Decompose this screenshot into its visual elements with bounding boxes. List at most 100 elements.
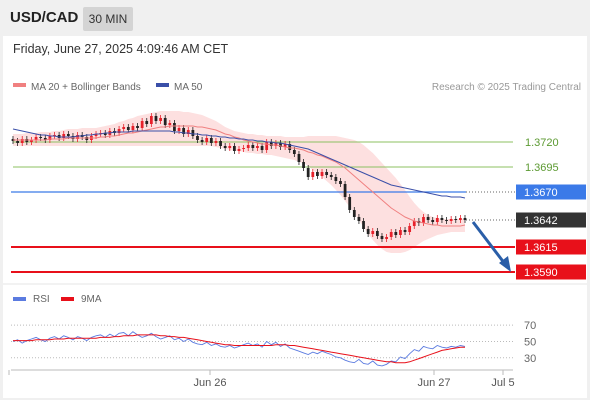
candle-body <box>343 184 347 197</box>
candle-body <box>214 141 218 143</box>
candle-body <box>186 130 190 134</box>
ma20-line <box>13 125 466 227</box>
candle-body <box>205 138 209 142</box>
candle-body <box>394 232 398 235</box>
candle-body <box>62 134 66 138</box>
rsi-level-label: 30 <box>524 353 536 365</box>
candle-body <box>177 128 181 131</box>
candle-body <box>39 137 43 138</box>
candle-body <box>76 135 79 139</box>
candle-body <box>431 220 435 222</box>
candle-body <box>269 142 273 146</box>
candle-body <box>316 172 319 176</box>
candle-body <box>422 217 425 223</box>
x-axis-label: Jul 5 <box>491 377 514 389</box>
candle-body <box>196 136 199 140</box>
candle-body <box>385 237 388 239</box>
candle-body <box>66 134 70 136</box>
support-price-tag <box>516 264 586 280</box>
candle-body <box>325 172 329 175</box>
candle-body <box>154 116 158 121</box>
current-price-tag <box>516 212 586 228</box>
forecast-arrow-head <box>499 256 511 272</box>
symbol-title: USD/CAD <box>10 9 79 26</box>
candle-body <box>459 218 462 220</box>
credit-text: Research © 2025 Trading Central <box>432 82 581 93</box>
candle-body <box>435 218 439 222</box>
candle-body <box>283 144 287 147</box>
candle-body <box>200 140 204 142</box>
candle-body <box>426 217 430 220</box>
rsi-legend-swatch <box>13 297 26 301</box>
candle-body <box>366 229 370 234</box>
timeframe-badge[interactable]: 30 MIN <box>83 7 133 31</box>
x-axis-label: Jun 26 <box>193 377 226 389</box>
rsi-legend-label: RSI <box>33 294 50 305</box>
candle-body <box>454 219 458 220</box>
candle-body <box>43 138 47 140</box>
candle-body <box>279 143 282 147</box>
candle-body <box>20 139 24 143</box>
support-price-label: 1.3590 <box>524 267 558 279</box>
candle-body <box>219 141 222 146</box>
rsi-level-label: 70 <box>524 320 536 332</box>
candle-body <box>403 230 407 232</box>
timestamp: Friday, June 27, 2025 4:09:46 AM CET <box>13 42 229 56</box>
candle-body <box>237 149 241 151</box>
candle-body <box>228 146 232 148</box>
candle-body <box>223 146 227 148</box>
candle-body <box>445 220 448 221</box>
candle-body <box>233 146 236 151</box>
candle-body <box>288 144 292 150</box>
candle-body <box>122 127 126 129</box>
rsi-ma-legend-swatch <box>61 297 74 301</box>
candle-body <box>140 121 144 128</box>
candle-body <box>163 118 167 125</box>
ma50-line <box>12 128 466 199</box>
candle-body <box>126 127 130 130</box>
candle-body <box>320 172 324 176</box>
rsi-level-label: 50 <box>524 336 536 348</box>
candle-body <box>191 130 195 136</box>
candle-body <box>380 236 384 239</box>
bollinger-band-area <box>13 111 465 253</box>
support-price-label: 1.3615 <box>524 242 558 254</box>
candle-body <box>329 175 333 177</box>
candle-body <box>260 146 264 150</box>
candle-body <box>265 142 269 150</box>
candle-body <box>440 218 444 220</box>
candle-body <box>311 172 315 177</box>
pivot-price-label: 1.3670 <box>524 187 558 199</box>
chart-panel: Friday, June 27, 2025 4:09:46 AM CET MA … <box>3 36 587 398</box>
candle-body <box>449 219 453 221</box>
candle-body <box>334 177 338 181</box>
candle-body <box>463 218 467 220</box>
candle-body <box>256 146 259 148</box>
rsi-line <box>12 331 466 367</box>
candle-body <box>399 230 402 235</box>
candle-body <box>297 154 301 162</box>
candle-body <box>131 126 135 130</box>
candle-body <box>117 129 121 133</box>
candle-body <box>94 134 98 136</box>
candle-body <box>168 123 172 125</box>
candle-body <box>16 141 19 143</box>
candle-body <box>173 123 176 131</box>
candle-body <box>159 118 162 121</box>
ma50-legend-swatch <box>156 83 169 87</box>
candle-body <box>149 116 153 124</box>
candle-body <box>246 145 250 148</box>
ma20-legend-swatch <box>13 83 26 87</box>
candle-body <box>292 150 296 154</box>
candle-body <box>145 121 149 124</box>
resistance-label: 1.3720 <box>525 137 559 149</box>
candle-body <box>389 232 393 237</box>
support-price-tag <box>516 239 586 255</box>
candle-body <box>30 140 33 142</box>
candle-body <box>371 231 375 234</box>
candle-body <box>306 168 310 177</box>
candle-body <box>209 138 213 143</box>
candle-body <box>182 128 186 134</box>
candle-body <box>48 136 52 140</box>
